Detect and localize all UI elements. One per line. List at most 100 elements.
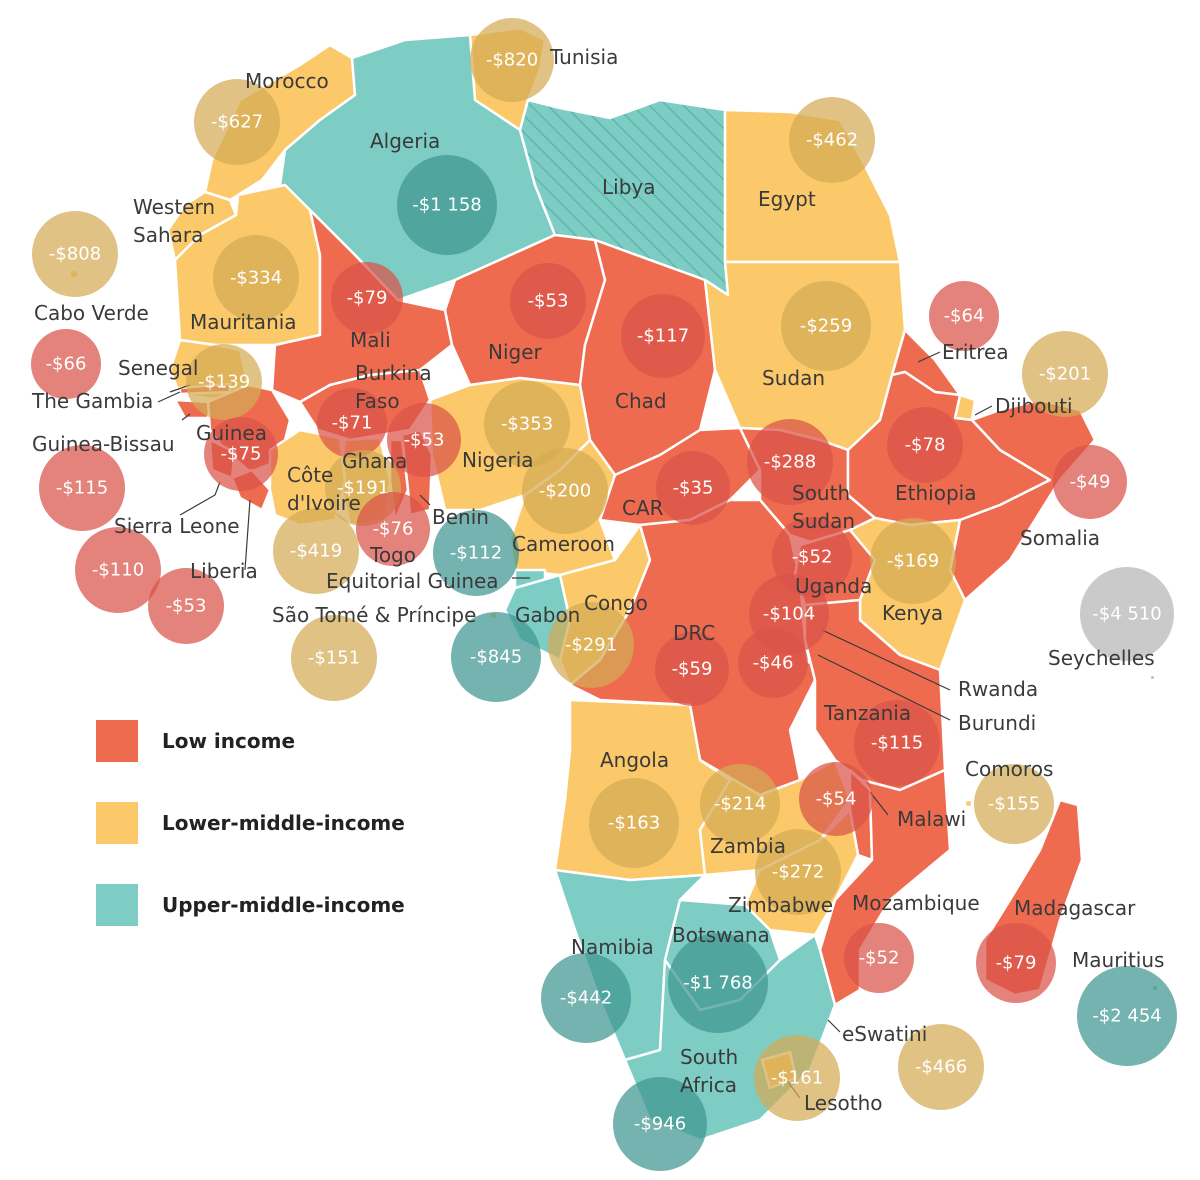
bubble-tanzania xyxy=(854,700,940,786)
bubble-value-car: -$35 xyxy=(673,478,714,499)
bubble-value-mauritius: -$2 454 xyxy=(1092,1006,1161,1027)
country-label-western-sahara: Western Sahara xyxy=(133,195,215,247)
bubble-congo xyxy=(548,602,634,688)
bubble-mauritius xyxy=(1077,966,1177,1066)
bubble-value-madagascar: -$79 xyxy=(996,953,1037,974)
bubble-morocco xyxy=(194,79,280,165)
bubble-comoros xyxy=(974,764,1054,844)
country-label-south-africa: South Africa xyxy=(680,1045,738,1097)
country-label-equitorial-guinea: Equitorial Guinea xyxy=(326,569,499,593)
leader-line-malawi xyxy=(869,791,889,816)
country-label-angola: Angola xyxy=(600,748,669,772)
bubble-kenya xyxy=(870,518,956,604)
country-label-zimbabwe: Zimbabwe xyxy=(728,893,833,917)
bubble-south-africa xyxy=(613,1077,707,1171)
bubble-cameroon xyxy=(522,448,608,534)
country-label-namibia: Namibia xyxy=(571,935,654,959)
bubble-senegal xyxy=(186,344,262,420)
bubble-value-ethiopia: -$78 xyxy=(905,435,946,456)
legend-swatch-upper-middle-income xyxy=(96,884,138,926)
country-label-lesotho: Lesotho xyxy=(804,1091,883,1115)
bubble-value-equitorial-guinea: -$112 xyxy=(450,543,502,564)
leader-line-liberia xyxy=(244,499,251,571)
bubble-value-kenya: -$169 xyxy=(887,551,939,572)
bubble-value-lesotho: -$161 xyxy=(771,1068,823,1089)
bubble-value-gabon: -$845 xyxy=(470,647,522,668)
country-label-eswatini: eSwatini xyxy=(842,1022,927,1046)
bubble-sao-tome-and-principe xyxy=(291,615,377,701)
bubble-value-sudan: -$259 xyxy=(800,316,852,337)
bubble-value-tunisia: -$820 xyxy=(486,50,538,71)
country-label-seychelles: Seychelles xyxy=(1048,646,1155,670)
bubble-niger xyxy=(510,263,586,339)
bubble-liberia xyxy=(148,568,224,644)
leader-line-guinea-bissau xyxy=(181,413,191,421)
bubble-somalia xyxy=(1053,445,1127,519)
bubble-botswana xyxy=(668,933,768,1033)
legend-label-lower-middle-income: Lower-middle-income xyxy=(162,811,405,835)
bubble-value-sierra-leone: -$110 xyxy=(92,560,144,581)
country-label-kenya: Kenya xyxy=(882,601,943,625)
bubble-sierra-leone xyxy=(75,527,161,613)
bubble-car xyxy=(656,451,730,525)
country-label-nigeria: Nigeria xyxy=(462,448,534,472)
country-label-ghana: Ghana xyxy=(342,449,407,473)
bubble-burundi xyxy=(738,628,808,698)
bubble-burkina-faso xyxy=(317,388,387,458)
leader-line-eritrea xyxy=(917,351,941,363)
leader-line-djibouti xyxy=(974,405,993,416)
bubble-seychelles xyxy=(1080,567,1174,661)
country-label-south-sudan: South Sudan xyxy=(792,481,855,533)
bubble-value-zimbabwe: -$272 xyxy=(772,862,824,883)
country-label-mali: Mali xyxy=(350,328,391,352)
bubble-value-seychelles: -$4 510 xyxy=(1092,604,1161,625)
bubble-value-comoros: -$155 xyxy=(988,794,1040,815)
country-label-zambia: Zambia xyxy=(710,834,786,858)
bubble-lesotho xyxy=(754,1035,840,1121)
country-label-libya: Libya xyxy=(602,175,656,199)
country-label-cabo-verde: Cabo Verde xyxy=(34,301,149,325)
leader-line-eswatini xyxy=(827,1019,841,1033)
bubble-zimbabwe xyxy=(755,829,841,915)
bubble-value-zambia: -$214 xyxy=(714,794,766,815)
leader-line-benin xyxy=(419,494,431,506)
legend-label-upper-middle-income: Upper-middle-income xyxy=(162,893,405,917)
bubble-value-angola: -$163 xyxy=(608,813,660,834)
bubble-value-guinea: -$75 xyxy=(221,444,262,465)
bubble-value-sao-tome-and-principe: -$151 xyxy=(308,648,360,669)
bubble-madagascar xyxy=(976,923,1056,1003)
bubble-cote-d-ivoire xyxy=(273,508,359,594)
country-label-liberia: Liberia xyxy=(190,559,258,583)
country-label-morocco: Morocco xyxy=(245,69,329,93)
country-label-malawi: Malawi xyxy=(897,807,966,831)
bubble-value-burundi: -$46 xyxy=(753,653,794,674)
bubble-value-namibia: -$442 xyxy=(560,988,612,1009)
bubble-value-guinea-bissau: -$115 xyxy=(56,478,108,499)
bubble-gabon xyxy=(451,612,541,702)
country-label-cote-d-ivoire: Côte d'Ivoire xyxy=(287,463,361,515)
country-label-congo: Congo xyxy=(584,591,648,615)
bubble-value-malawi: -$54 xyxy=(816,789,857,810)
bubble-the-gambia xyxy=(31,329,101,399)
leader-line-rwanda xyxy=(821,629,951,691)
bubble-mozambique xyxy=(844,923,914,993)
country-label-rwanda: Rwanda xyxy=(958,677,1038,701)
country-label-sudan: Sudan xyxy=(762,366,825,390)
country-label-togo: Togo xyxy=(369,543,416,567)
leader-line-the-gambia xyxy=(157,391,181,403)
bubble-mauritania xyxy=(213,235,299,321)
bubble-algeria xyxy=(397,155,497,255)
bubble-value-morocco: -$627 xyxy=(211,112,263,133)
legend-swatch-lower-middle-income xyxy=(96,802,138,844)
country-label-tunisia: Tunisia xyxy=(549,45,618,69)
country-label-mauritania: Mauritania xyxy=(190,310,297,334)
bubble-chad xyxy=(621,294,705,378)
bubble-eritrea xyxy=(929,281,999,351)
country-label-eritrea: Eritrea xyxy=(942,340,1009,364)
country-label-drc: DRC xyxy=(673,621,715,645)
country-label-niger: Niger xyxy=(488,340,543,364)
legend-item-lower-middle-income: Lower-middle-income xyxy=(96,802,405,844)
bubble-value-mozambique: -$52 xyxy=(859,948,900,969)
bubble-value-cote-d-ivoire: -$419 xyxy=(290,541,342,562)
